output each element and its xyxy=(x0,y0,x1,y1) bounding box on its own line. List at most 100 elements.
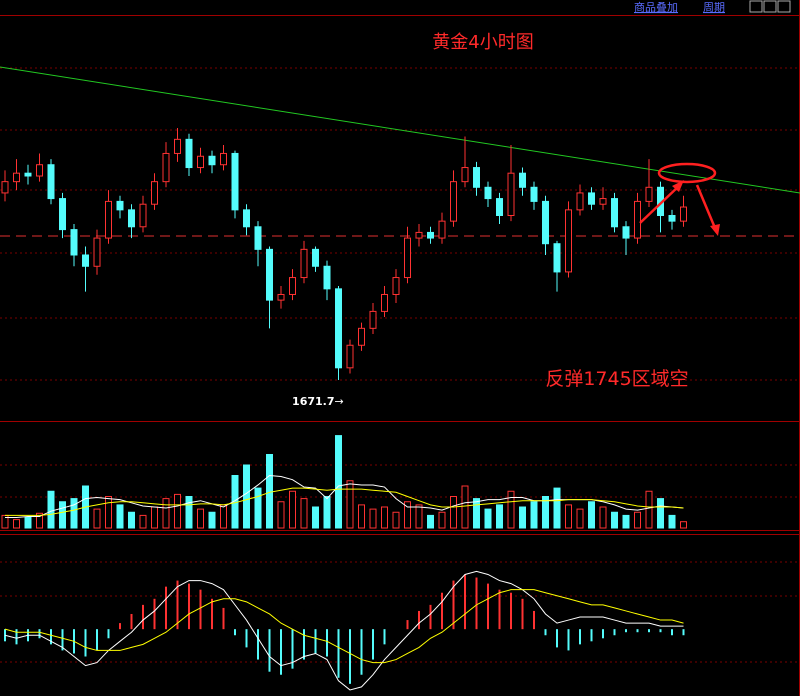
arrow xyxy=(639,184,681,224)
volume-bar xyxy=(473,498,480,529)
toolbar-item[interactable]: 周期 xyxy=(703,1,725,14)
toolbar-button[interactable] xyxy=(777,0,791,13)
plot: 1671.7 → xyxy=(1,128,687,691)
volume-bar xyxy=(680,521,687,529)
candle-body xyxy=(47,164,55,200)
volume-bar xyxy=(450,496,457,529)
volume-bar xyxy=(519,506,526,529)
toolbar-item[interactable]: 商品叠加 xyxy=(634,0,678,14)
candle-body xyxy=(24,172,32,177)
volume-bar xyxy=(174,493,181,529)
candle-body xyxy=(300,248,308,279)
volume-bar xyxy=(346,480,354,529)
volume-bar xyxy=(496,504,503,529)
volume-bar xyxy=(243,464,250,529)
candle-body xyxy=(611,198,618,228)
volume-bar xyxy=(461,485,469,529)
volume-bar xyxy=(657,498,664,529)
candle-body xyxy=(473,167,480,188)
volume-bar xyxy=(208,511,216,529)
volume-bar xyxy=(611,511,618,529)
low-label: 1671.7 xyxy=(292,395,334,408)
trend-line xyxy=(0,66,800,194)
volume-bar xyxy=(323,496,331,529)
candle-body xyxy=(139,203,147,228)
candle-body xyxy=(358,327,365,346)
toolbar-button[interactable] xyxy=(749,0,763,13)
candle-body xyxy=(427,231,434,239)
volume-bar xyxy=(404,501,411,529)
volume-bar xyxy=(197,508,204,529)
candle-body xyxy=(220,152,227,166)
volume-bar xyxy=(335,435,342,529)
volume-bar xyxy=(358,504,365,529)
volume-bar xyxy=(634,511,641,529)
volume-bar xyxy=(93,508,101,529)
candle-body xyxy=(553,243,561,273)
volume-bar xyxy=(70,498,78,529)
candle-body xyxy=(151,181,158,205)
volume-bar xyxy=(47,490,55,529)
volume-bar xyxy=(254,487,262,529)
indicator-line xyxy=(5,487,684,516)
candle-body xyxy=(565,209,572,273)
candle-body xyxy=(335,288,342,369)
volume-bar xyxy=(300,498,308,529)
toolbar: 商品叠加 周期 xyxy=(634,0,791,14)
target-ellipse xyxy=(657,162,717,184)
volume-bar xyxy=(484,508,492,529)
candle-body xyxy=(13,172,20,183)
candle-body xyxy=(105,200,112,239)
volume-bar xyxy=(266,454,273,529)
candle-body xyxy=(162,152,170,183)
candle-body xyxy=(634,200,641,239)
arrow-head xyxy=(672,180,684,192)
candle-body xyxy=(519,172,526,188)
candle-body xyxy=(576,192,584,211)
candle-body xyxy=(185,138,193,169)
candle-body xyxy=(197,155,204,169)
candle-body xyxy=(243,209,250,228)
drawing xyxy=(639,162,720,236)
candle-body xyxy=(174,138,181,154)
candle-body xyxy=(116,200,124,211)
candle-body xyxy=(450,181,457,222)
volume-bar xyxy=(151,506,158,529)
toolbar-button[interactable] xyxy=(763,0,777,13)
candle-body xyxy=(599,198,607,205)
candle-body xyxy=(530,186,538,202)
low-arrow: → xyxy=(335,395,344,408)
volume-bar xyxy=(381,506,388,529)
candle-body xyxy=(346,344,354,369)
indicator-line xyxy=(4,570,684,691)
volume-bar xyxy=(553,487,561,529)
candle-body xyxy=(381,293,388,312)
candle-body xyxy=(369,310,377,329)
volume-bar xyxy=(645,490,653,529)
volume-bar xyxy=(507,490,515,529)
candle-body xyxy=(484,186,492,200)
candle-body xyxy=(392,277,400,295)
candle-body xyxy=(323,265,331,290)
candle-body xyxy=(1,181,9,194)
candle-body xyxy=(645,186,653,202)
candle-body xyxy=(461,167,469,183)
volume-bar xyxy=(427,514,434,529)
volume-bar xyxy=(369,508,377,529)
volume-bar xyxy=(438,511,446,529)
candle-body xyxy=(542,200,549,245)
candle-body xyxy=(622,226,630,239)
candle-body xyxy=(70,229,78,256)
candle-body xyxy=(438,220,446,239)
candle-body xyxy=(507,172,515,217)
indicator-line xyxy=(4,589,684,664)
volume-bar xyxy=(185,496,193,529)
candle-body xyxy=(496,198,503,217)
candle-body xyxy=(415,231,423,239)
volume-bar xyxy=(36,512,43,529)
volume-bar xyxy=(415,504,423,529)
arrow-head xyxy=(710,224,720,236)
